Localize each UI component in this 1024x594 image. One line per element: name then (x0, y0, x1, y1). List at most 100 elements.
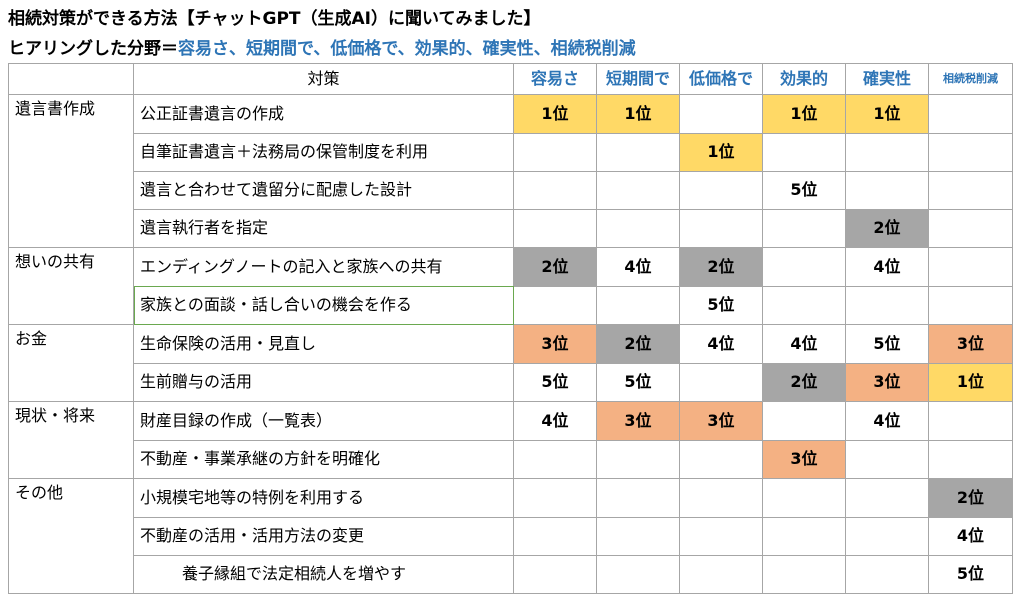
rank-cell (928, 208, 1013, 248)
rank-cell (928, 247, 1013, 287)
table-row: 想いの共有 エンディングノートの記入と家族への共有 2位 4位 2位 4位 (8, 247, 1013, 287)
header-category-cell (8, 63, 134, 95)
rank-cell: 5位 (596, 362, 680, 402)
rank-cell: 3位 (845, 362, 929, 402)
measure-cell: 財産目録の作成（一覧表） (133, 401, 514, 441)
rank-cell: 1位 (762, 94, 846, 134)
rank-cell (679, 439, 763, 479)
category-cell-empty (8, 209, 134, 248)
rank-cell: 4位 (596, 247, 680, 287)
rank-cell: 2位 (762, 362, 846, 402)
table-row: 遺言書作成 公正証書遺言の作成 1位 1位 1位 1位 (8, 94, 1013, 134)
category-cell: その他 (8, 478, 134, 517)
category-cell-empty (8, 171, 134, 209)
measure-cell: 不動産の活用・活用方法の変更 (133, 516, 514, 556)
rank-cell (762, 516, 846, 556)
rank-cell: 3位 (513, 324, 597, 364)
table-row: 遺言執行者を指定 2位 (8, 208, 1013, 248)
measure-cell: 生前贈与の活用 (133, 362, 514, 402)
measure-cell: 不動産・事業承継の方針を明確化 (133, 439, 514, 479)
rank-cell (513, 478, 597, 518)
rank-cell (845, 170, 929, 210)
rank-cell: 5位 (845, 324, 929, 364)
rank-cell (928, 439, 1013, 479)
rank-cell: 3位 (928, 324, 1013, 364)
measure-cell: 遺言執行者を指定 (133, 208, 514, 248)
subtitle-items: 容易さ、短期間で、低価格で、効果的、確実性、相続税削減 (178, 39, 636, 59)
subtitle-prefix: ヒアリングした分野＝ (8, 39, 178, 59)
column-header-effective: 効果的 (762, 63, 846, 95)
category-cell-empty (8, 286, 134, 325)
rank-cell (928, 132, 1013, 172)
rank-cell (928, 94, 1013, 134)
measure-cell: 自筆証書遺言＋法務局の保管制度を利用 (133, 132, 514, 172)
rank-cell (596, 554, 680, 594)
rank-cell (679, 170, 763, 210)
measure-cell: 養子縁組で法定相続人を増やす (133, 554, 514, 594)
rank-cell: 4位 (679, 324, 763, 364)
table-row: 家族との面談・話し合いの機会を作る 5位 (8, 285, 1013, 325)
rank-cell: 5位 (762, 170, 846, 210)
measure-cell: エンディングノートの記入と家族への共有 (133, 247, 514, 287)
rank-cell: 2位 (928, 478, 1013, 518)
category-cell: 想いの共有 (8, 247, 134, 286)
rank-cell (845, 285, 929, 325)
rank-cell (679, 94, 763, 134)
category-cell-empty (8, 555, 134, 594)
table-row: 自筆証書遺言＋法務局の保管制度を利用 1位 (8, 132, 1013, 172)
rank-cell (845, 516, 929, 556)
rank-cell (928, 285, 1013, 325)
rank-cell: 5位 (928, 554, 1013, 594)
rank-cell: 1位 (513, 94, 597, 134)
table-row: お金 生命保険の活用・見直し 3位 2位 4位 4位 5位 3位 (8, 324, 1013, 364)
measure-cell: 小規模宅地等の特例を利用する (133, 478, 514, 518)
rank-cell (596, 208, 680, 248)
rank-cell (762, 132, 846, 172)
rank-cell (762, 285, 846, 325)
rank-cell (679, 478, 763, 518)
page-subtitle: ヒアリングした分野＝容易さ、短期間で、低価格で、効果的、確実性、相続税削減 (8, 34, 636, 59)
rank-cell (679, 516, 763, 556)
category-cell: 遺言書作成 (8, 94, 134, 133)
measure-cell: 家族との面談・話し合いの機会を作る (133, 285, 514, 325)
rank-cell: 5位 (679, 285, 763, 325)
table-row: 不動産・事業承継の方針を明確化 3位 (8, 439, 1013, 479)
rank-cell (928, 170, 1013, 210)
rank-cell (596, 132, 680, 172)
rank-cell (596, 285, 680, 325)
rank-cell (513, 132, 597, 172)
table-row: 生前贈与の活用 5位 5位 2位 3位 1位 (8, 362, 1013, 402)
table-row: 遺言と合わせて遺留分に配慮した設計 5位 (8, 170, 1013, 210)
ranking-table: 対策 容易さ 短期間で 低価格で 効果的 確実性 相続税削減 遺言書作成 公正証書… (8, 63, 1013, 594)
category-cell: お金 (8, 324, 134, 363)
rank-cell (596, 170, 680, 210)
category-cell-empty (8, 133, 134, 171)
rank-cell (762, 478, 846, 518)
rank-cell (845, 554, 929, 594)
column-header-ease: 容易さ (513, 63, 597, 95)
category-cell-empty (8, 363, 134, 402)
rank-cell (845, 132, 929, 172)
table-row: その他 小規模宅地等の特例を利用する 2位 (8, 478, 1013, 518)
rank-cell (762, 208, 846, 248)
rank-cell: 2位 (845, 208, 929, 248)
rank-cell (513, 170, 597, 210)
rank-cell (679, 362, 763, 402)
category-cell-empty (8, 440, 134, 479)
rank-cell (596, 439, 680, 479)
column-header-tax-reduction: 相続税削減 (928, 63, 1013, 95)
column-header-short-term: 短期間で (596, 63, 680, 95)
column-header-low-cost: 低価格で (679, 63, 763, 95)
measure-cell: 公正証書遺言の作成 (133, 94, 514, 134)
rank-cell (513, 516, 597, 556)
rank-cell: 3位 (596, 401, 680, 441)
table-row: 不動産の活用・活用方法の変更 4位 (8, 516, 1013, 556)
rank-cell (679, 208, 763, 248)
rank-cell: 3位 (679, 401, 763, 441)
header-measure: 対策 (133, 63, 514, 95)
rank-cell (596, 478, 680, 518)
rank-cell (679, 554, 763, 594)
rank-cell (845, 478, 929, 518)
rank-cell: 4位 (845, 247, 929, 287)
rank-cell (928, 401, 1013, 441)
